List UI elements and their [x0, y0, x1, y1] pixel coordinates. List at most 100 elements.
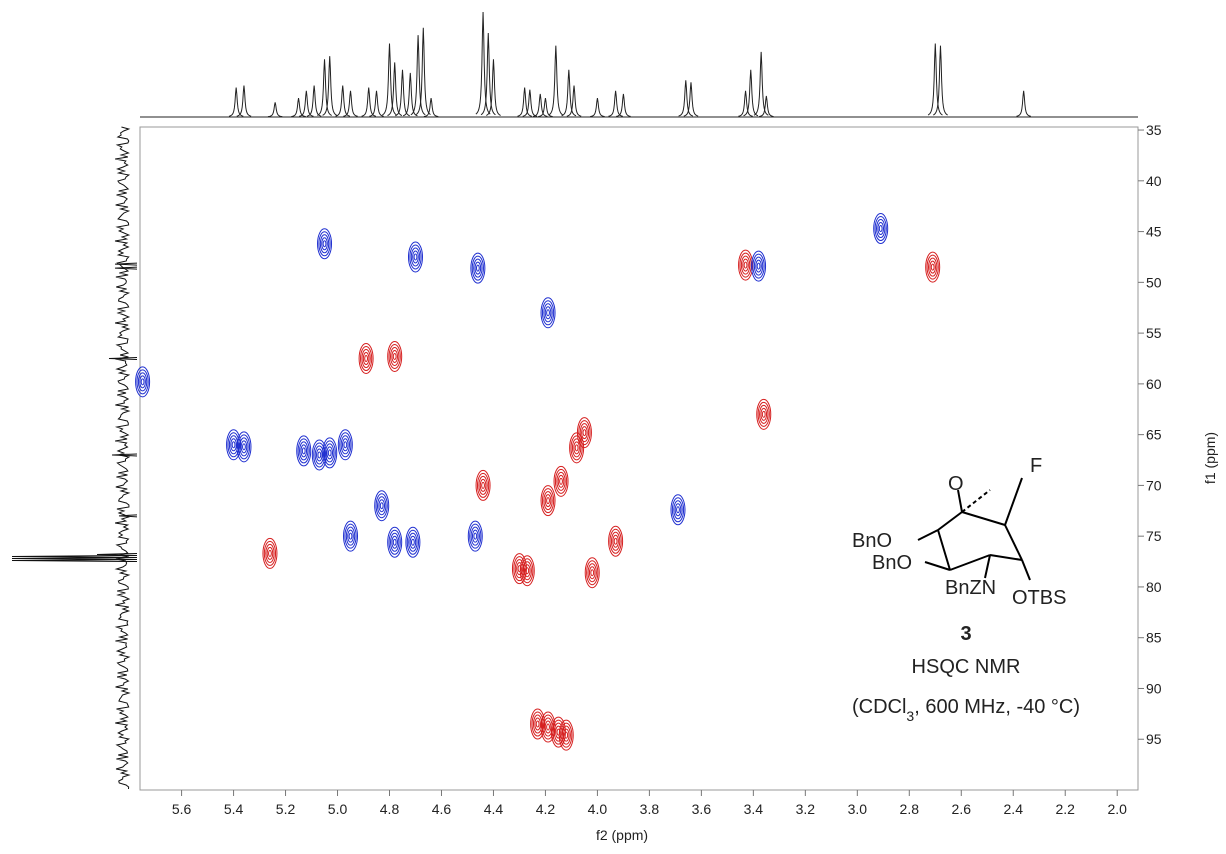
contour — [609, 528, 622, 554]
peak — [374, 490, 390, 522]
contour — [558, 719, 574, 751]
spectrum-peak — [423, 98, 439, 117]
spectrum-peak — [369, 90, 384, 117]
contour — [360, 345, 373, 371]
atom-label: BnZN — [945, 577, 996, 599]
spectrum-peak — [415, 27, 431, 115]
contour — [268, 549, 272, 557]
contour — [226, 429, 242, 461]
contour — [756, 262, 761, 270]
structure-labels: F O BnO BnO BnZN OTBS 3 HSQC NMR (CDCl3,… — [852, 455, 1080, 724]
spectrum-peak — [382, 43, 397, 116]
spectrum-peak — [118, 514, 138, 518]
y-tick-label: 65 — [1146, 427, 1162, 443]
contour — [361, 348, 371, 368]
contour — [540, 485, 556, 517]
contour — [521, 558, 534, 584]
contour — [877, 222, 885, 236]
contour — [608, 525, 624, 557]
contour — [296, 435, 312, 467]
peak — [670, 494, 686, 526]
contour — [516, 562, 523, 576]
spectrum-peak — [11, 554, 138, 558]
contour — [475, 469, 491, 501]
contour — [389, 346, 400, 366]
contour — [925, 251, 941, 283]
contour — [344, 523, 357, 549]
atom-label: O — [948, 473, 964, 495]
contour — [389, 532, 400, 552]
peak — [262, 537, 278, 569]
spectrum-peak — [114, 266, 138, 270]
contour — [543, 491, 553, 511]
spectrum-peak — [590, 98, 605, 117]
contour — [743, 261, 748, 269]
x-tick-label: 3.4 — [744, 801, 764, 817]
contour — [467, 520, 483, 552]
contour — [228, 435, 239, 455]
contour — [740, 255, 751, 275]
contour — [522, 561, 532, 581]
contour — [534, 717, 541, 731]
contour — [392, 538, 397, 546]
peak — [576, 417, 592, 449]
spectrum-peak — [395, 69, 410, 117]
contour — [556, 471, 566, 491]
contour — [301, 447, 306, 455]
contour — [546, 309, 550, 317]
spectrum-peak — [608, 90, 623, 117]
peak — [337, 429, 353, 461]
peak — [925, 251, 941, 283]
spectrum-peak — [532, 93, 548, 117]
peak — [226, 429, 242, 461]
contour — [263, 540, 277, 566]
spectrum-peak — [11, 557, 138, 561]
contour — [481, 481, 485, 489]
contour — [676, 506, 680, 514]
spectrum-peak — [108, 356, 138, 360]
contour — [378, 499, 386, 513]
spectrum-peak — [387, 62, 403, 116]
contour — [755, 259, 762, 273]
contour — [588, 566, 596, 580]
method-label: HSQC NMR — [912, 656, 1021, 678]
y-tick-label: 45 — [1146, 224, 1162, 240]
contour — [926, 254, 939, 280]
contour — [318, 231, 331, 257]
contour — [387, 526, 403, 558]
contour — [471, 255, 484, 281]
peak — [751, 250, 767, 282]
y-axis-label: f1 (ppm) — [1202, 432, 1218, 484]
spectrum-peak — [111, 453, 138, 457]
spectrum-peak — [566, 85, 582, 117]
contour — [590, 569, 595, 577]
x-tick-label: 2.6 — [952, 801, 972, 817]
contour — [469, 523, 482, 549]
x-tick-label: 3.2 — [796, 801, 816, 817]
x-tick-label: 2.0 — [1107, 801, 1127, 817]
contour — [342, 438, 349, 452]
spectrum-peak — [538, 98, 553, 117]
contour — [339, 432, 352, 458]
contour — [406, 529, 419, 555]
contour — [325, 443, 335, 463]
contour — [759, 404, 769, 424]
contour — [379, 502, 384, 510]
contour — [544, 494, 552, 508]
peak — [584, 557, 600, 589]
contour — [579, 423, 590, 443]
contour — [581, 426, 588, 440]
peak — [558, 719, 574, 751]
x-tick-label: 5.2 — [276, 801, 296, 817]
contour — [742, 258, 749, 272]
contour — [559, 477, 563, 485]
contour — [364, 354, 369, 362]
peak — [407, 241, 423, 273]
contour — [136, 369, 149, 395]
atom-label: OTBS — [1012, 587, 1066, 609]
contour — [322, 437, 338, 469]
y-tick-label: 35 — [1146, 122, 1162, 138]
contour — [544, 306, 552, 320]
contour — [576, 417, 592, 449]
